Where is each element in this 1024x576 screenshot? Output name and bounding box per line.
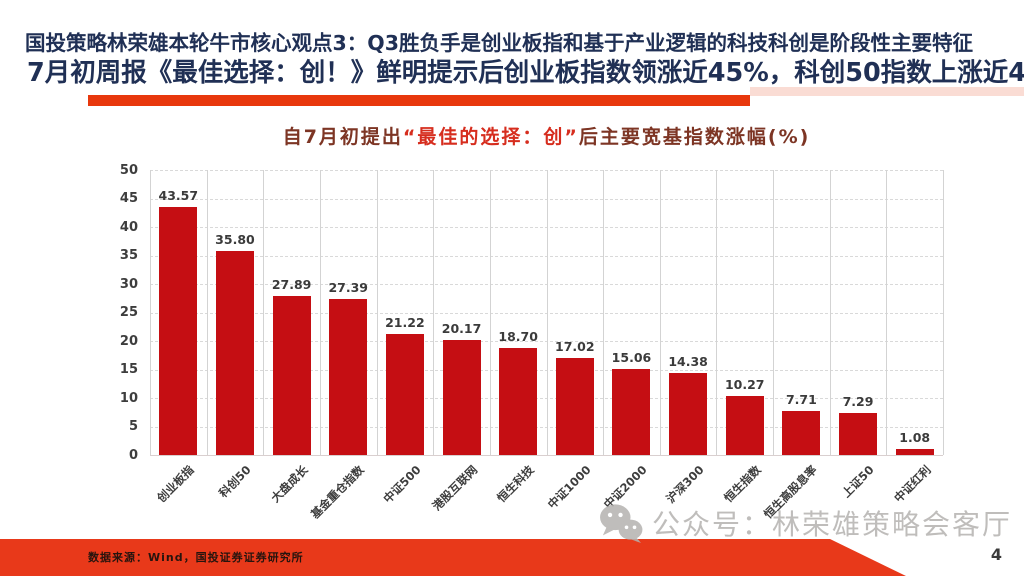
x-axis-label: 恒生指数	[720, 462, 764, 506]
x-axis-label: 大盘成长	[267, 462, 311, 506]
bar-value-label: 10.27	[724, 377, 765, 393]
x-axis-label: 沪深300	[663, 462, 707, 506]
bar	[782, 411, 821, 455]
y-axis-tick-label: 15	[119, 362, 138, 377]
bar	[895, 448, 934, 455]
data-source-text: 数据来源：Wind，国投证券证券研究所	[88, 551, 304, 564]
bar-value-label: 7.71	[785, 392, 817, 408]
v-gridline	[206, 170, 208, 455]
bar-value-label: 43.57	[158, 187, 199, 203]
y-axis-tick-label: 25	[119, 305, 138, 320]
y-axis-tick-label: 40	[119, 219, 138, 235]
bar-value-label: 35.80	[215, 231, 255, 247]
y-axis-tick-label: 0	[128, 447, 138, 463]
header-underline	[88, 95, 750, 106]
watermark: 公众号：林荣雄策略会客厅	[598, 503, 1012, 543]
v-gridline	[489, 170, 491, 455]
v-gridline	[433, 170, 435, 455]
chart-title: 自7月初提出“最佳的选择：创”后主要宽基指数涨幅(%)	[150, 122, 943, 149]
x-axis-label: 上证50	[839, 462, 877, 501]
wechat-icon	[598, 503, 644, 543]
bar	[499, 348, 538, 455]
bar	[612, 369, 651, 455]
v-gridline	[773, 170, 775, 455]
y-axis-tick-label: 30	[119, 276, 138, 292]
x-axis-label: 港股互联网	[429, 462, 481, 514]
chart-title-suffix: 后主要宽基指数涨幅(%)	[578, 126, 811, 148]
x-axis-label: 中证红利	[890, 462, 934, 506]
chart-title-prefix: 自7月初提出	[282, 126, 403, 148]
y-axis-tick-label: 5	[128, 419, 138, 434]
header-title-line2: 7月初周报《最佳选择：创！》鲜明提示后创业板指数领涨近45%，科创50指数上涨近…	[27, 58, 1024, 88]
bar-value-label: 20.17	[441, 321, 482, 337]
bar	[442, 340, 481, 455]
bar-value-label: 27.39	[328, 279, 369, 295]
footer-bar	[0, 539, 906, 576]
bar	[725, 396, 764, 455]
v-gridline	[376, 170, 378, 455]
bar-value-label: 1.08	[899, 429, 931, 445]
x-axis-label: 中证1000	[544, 462, 594, 512]
bar	[385, 334, 424, 455]
y-axis-tick-label: 35	[119, 248, 138, 263]
x-axis-line	[150, 455, 943, 456]
chart-title-highlight: “最佳的选择：创”	[402, 126, 579, 148]
v-gridline	[603, 170, 605, 455]
watermark-text: 公众号：林荣雄策略会客厅	[652, 508, 1013, 541]
x-axis-label: 恒生科技	[494, 462, 537, 506]
bar	[555, 357, 594, 455]
bar	[839, 413, 878, 455]
x-axis-label: 科创50	[216, 462, 254, 501]
bar	[329, 298, 368, 455]
y-axis-tick-label: 10	[119, 390, 138, 406]
bar-value-label: 18.70	[498, 329, 538, 345]
x-axis-label: 中证500	[380, 462, 424, 506]
bar-value-label: 14.38	[668, 354, 708, 370]
bar	[159, 206, 198, 455]
bar-value-label: 21.22	[385, 315, 425, 331]
y-axis-tick-label: 50	[119, 162, 138, 178]
y-axis-tick-label: 45	[119, 191, 138, 206]
v-gridline	[263, 170, 265, 455]
bar-value-label: 15.06	[611, 350, 652, 366]
v-gridline	[829, 170, 831, 455]
v-gridline	[943, 170, 944, 455]
y-axis-tick-label: 20	[119, 333, 138, 349]
x-axis-label: 基金重仓指数	[308, 462, 367, 522]
bar-value-label: 7.29	[842, 394, 874, 410]
header-underline-light	[750, 87, 1024, 96]
v-gridline	[886, 170, 888, 455]
x-axis-label: 创业板指	[154, 462, 197, 506]
bar	[272, 296, 311, 455]
v-gridline	[659, 170, 661, 455]
v-gridline	[319, 170, 321, 455]
page-number: 4	[990, 545, 1002, 564]
v-gridline	[150, 170, 151, 455]
v-gridline	[546, 170, 548, 455]
v-gridline	[716, 170, 718, 455]
bar-value-label: 27.89	[271, 277, 312, 293]
header-title-line1: 国投策略林荣雄本轮牛市核心观点3：Q3胜负手是创业板指和基于产业逻辑的科技科创是…	[25, 31, 973, 55]
bar-value-label: 17.02	[555, 338, 595, 354]
bar	[215, 250, 254, 455]
bar	[669, 373, 708, 455]
